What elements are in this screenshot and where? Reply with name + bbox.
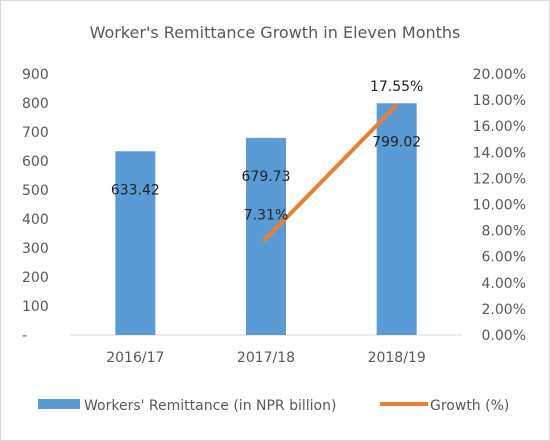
right-tick-label: 14.00%: [473, 145, 526, 161]
right-tick-label: 0.00%: [482, 328, 526, 344]
left-axis: - 100 200 300 400 500 600 700 800 900: [22, 67, 49, 344]
right-tick-label: 6.00%: [482, 250, 526, 266]
bar-data-label: 633.42: [111, 182, 160, 198]
growth-line-series: [263, 103, 398, 242]
bar-data-label: 679.73: [242, 169, 291, 185]
right-tick-label: 12.00%: [473, 171, 526, 187]
legend-swatch-remittance: [38, 399, 80, 409]
left-tick-label: 800: [22, 96, 49, 112]
left-tick-label: 200: [22, 270, 49, 286]
left-tick-label: 900: [22, 67, 49, 83]
chart-title: Worker's Remittance Growth in Eleven Mon…: [90, 23, 461, 42]
left-tick-label: 300: [22, 241, 49, 257]
left-tick-label: 400: [22, 212, 49, 228]
legend: Workers' Remittance (in NPR billion) Gro…: [38, 398, 509, 414]
x-tick-label: 2017/18: [237, 350, 295, 366]
bar-remittance-2016-17: [115, 151, 156, 335]
right-tick-label: 8.00%: [482, 224, 526, 240]
left-tick-label: 100: [22, 299, 49, 315]
legend-label-growth: Growth (%): [430, 398, 509, 414]
left-tick-label: 600: [22, 154, 49, 170]
data-labels: 633.42 679.73 799.02 7.31% 17.55%: [111, 79, 424, 224]
growth-data-label: 7.31%: [244, 208, 288, 224]
right-tick-label: 4.00%: [482, 276, 526, 292]
right-tick-label: 20.00%: [473, 67, 526, 83]
x-tick-label: 2018/19: [368, 350, 426, 366]
growth-line: [263, 103, 398, 242]
right-axis: 0.00% 2.00% 4.00% 6.00% 8.00% 10.00% 12.00% 14.…: [473, 67, 526, 344]
right-tick-label: 10.00%: [473, 198, 526, 214]
x-tick-label: 2016/17: [106, 350, 164, 366]
bar-remittance-2018-19: [376, 103, 417, 335]
right-tick-label: 16.00%: [473, 119, 526, 135]
legend-label-remittance: Workers' Remittance (in NPR billion): [84, 398, 336, 414]
left-tick-label: -: [22, 328, 27, 344]
right-tick-label: 18.00%: [473, 93, 526, 109]
left-tick-label: 700: [22, 125, 49, 141]
x-axis-labels: 2016/17 2017/18 2018/19: [106, 350, 426, 366]
left-tick-label: 500: [22, 183, 49, 199]
growth-data-label: 17.55%: [370, 79, 423, 95]
bar-data-label: 799.02: [372, 134, 421, 150]
right-tick-label: 2.00%: [482, 302, 526, 318]
